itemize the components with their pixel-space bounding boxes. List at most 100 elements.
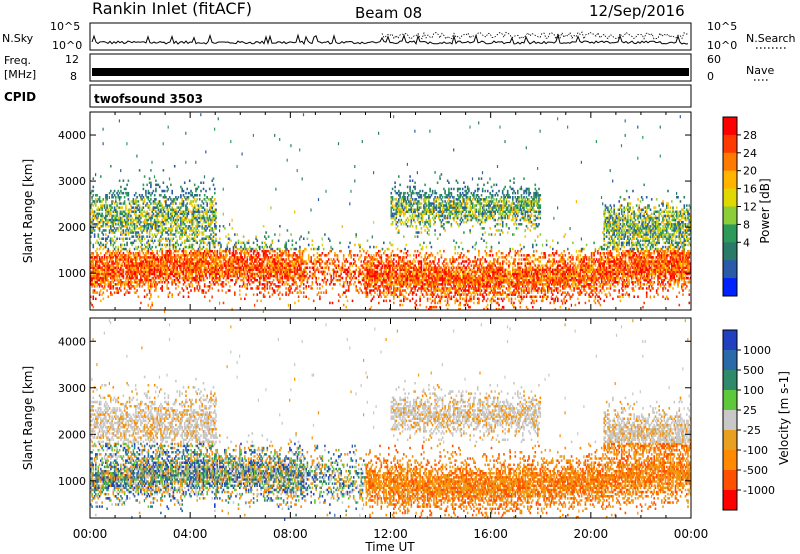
data-cell xyxy=(98,233,100,236)
data-cell xyxy=(173,238,175,241)
data-cell xyxy=(206,277,208,280)
data-cell xyxy=(288,304,289,307)
data-cell xyxy=(165,227,167,230)
data-cell xyxy=(295,248,297,251)
data-cell xyxy=(416,254,418,257)
data-cell xyxy=(328,258,330,261)
data-cell xyxy=(421,227,423,230)
data-cell xyxy=(294,302,296,305)
data-cell xyxy=(412,180,414,183)
data-cell xyxy=(417,235,419,238)
data-cell xyxy=(318,291,320,294)
data-cell xyxy=(373,296,375,299)
data-cell xyxy=(115,246,117,249)
data-cell xyxy=(164,190,166,193)
data-cell xyxy=(310,209,311,212)
data-cell xyxy=(150,293,152,296)
data-cell xyxy=(179,281,181,284)
data-cell xyxy=(110,165,112,168)
data-cell xyxy=(93,177,95,180)
data-cell xyxy=(384,250,386,253)
data-cell xyxy=(303,283,305,286)
data-cell xyxy=(129,248,131,251)
data-cell xyxy=(125,204,127,207)
data-cell xyxy=(334,260,336,263)
data-cell xyxy=(292,291,294,294)
data-cell xyxy=(193,244,195,247)
data-cell xyxy=(416,300,418,303)
data-cell xyxy=(323,248,325,251)
data-cell xyxy=(279,291,281,294)
data-cell xyxy=(279,298,281,301)
data-cell xyxy=(140,302,142,305)
data-cell xyxy=(144,198,146,201)
data-cell xyxy=(294,211,295,214)
data-cell xyxy=(100,289,102,292)
data-cell xyxy=(108,235,110,238)
data-cell xyxy=(204,175,205,178)
data-cell xyxy=(292,240,294,243)
data-cell xyxy=(414,250,416,253)
data-cell xyxy=(240,298,242,301)
data-cell xyxy=(210,283,212,286)
data-cell xyxy=(214,192,216,195)
data-cell xyxy=(349,242,351,245)
data-cell xyxy=(350,190,351,193)
data-cell xyxy=(253,242,255,245)
nsky-tick-bottom: 10^0 xyxy=(52,39,82,52)
data-cell xyxy=(196,194,198,197)
data-cell xyxy=(213,184,215,187)
data-cell xyxy=(148,304,149,307)
data-cell xyxy=(199,194,201,197)
data-cell xyxy=(378,132,379,135)
data-cell xyxy=(421,231,423,234)
data-cell xyxy=(178,244,180,247)
data-cell xyxy=(310,256,312,259)
data-cell xyxy=(347,300,349,303)
data-cell xyxy=(143,206,145,209)
data-cell xyxy=(149,177,151,180)
data-cell xyxy=(194,204,196,207)
data-cell xyxy=(334,283,336,286)
data-cell xyxy=(209,300,211,303)
data-cell xyxy=(414,260,416,263)
data-cell xyxy=(354,244,356,247)
data-cell xyxy=(103,298,105,301)
data-cell xyxy=(128,192,130,195)
data-cell xyxy=(120,196,122,199)
data-cell xyxy=(141,244,143,247)
data-cell xyxy=(254,304,255,307)
data-cell xyxy=(404,248,406,251)
data-cell xyxy=(116,238,118,241)
data-cell xyxy=(362,140,363,143)
station-title: Rankin Inlet (fitACF) xyxy=(92,0,252,18)
data-cell xyxy=(212,296,213,299)
data-cell xyxy=(417,171,418,174)
data-cell xyxy=(154,175,155,178)
data-cell xyxy=(215,209,217,212)
data-cell xyxy=(136,196,138,199)
data-cell xyxy=(324,275,326,278)
data-cell xyxy=(200,190,202,193)
data-cell xyxy=(310,285,311,288)
data-cell xyxy=(354,254,356,257)
data-cell xyxy=(209,215,211,218)
data-cell xyxy=(111,206,113,209)
data-cell xyxy=(394,186,396,189)
data-cell xyxy=(239,293,241,296)
data-cell xyxy=(319,296,321,299)
data-cell xyxy=(199,231,201,234)
data-cell xyxy=(378,302,380,305)
data-cell xyxy=(183,200,185,203)
data-cell xyxy=(419,296,421,299)
data-cell xyxy=(124,196,126,199)
data-cell xyxy=(166,244,168,247)
data-cell xyxy=(128,180,130,183)
cpid-value: twofsound 3503 xyxy=(94,92,203,106)
data-cell xyxy=(419,190,421,193)
data-cell xyxy=(191,283,193,286)
data-cell xyxy=(274,134,275,137)
data-cell xyxy=(288,250,290,253)
data-cell xyxy=(355,285,357,288)
data-cell xyxy=(109,196,110,199)
